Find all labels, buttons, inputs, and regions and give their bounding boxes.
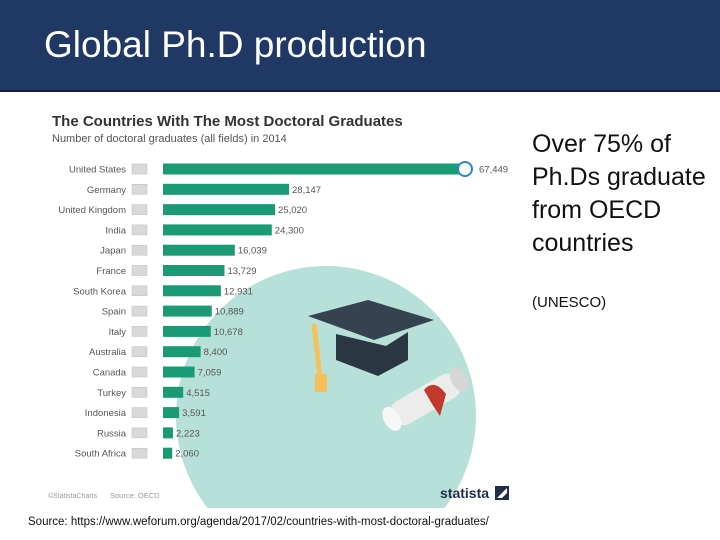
value-label-france: 13,729 <box>227 266 256 277</box>
category-label-south-korea: South Korea <box>73 286 127 297</box>
title-bar: Global Ph.D production <box>0 0 720 92</box>
value-label-australia: 8,400 <box>204 347 228 358</box>
flag-icon-south-africa <box>131 447 148 459</box>
top-rank-badge-icon <box>457 161 473 177</box>
flag-icon-spain <box>131 305 148 317</box>
bar-spain <box>163 305 212 317</box>
category-label-japan: Japan <box>100 246 126 257</box>
flag-icon-united-states <box>131 163 148 175</box>
flag-icon-south-korea <box>131 285 148 297</box>
chart-copyright: ©StatistaCharts <box>48 492 98 500</box>
bar-russia <box>163 427 173 439</box>
bar-italy <box>163 325 211 337</box>
statista-logo: statista <box>440 485 489 501</box>
category-label-france: France <box>96 266 126 277</box>
flag-icon-russia <box>131 427 148 439</box>
bar-turkey <box>163 386 184 398</box>
value-label-germany: 28,147 <box>292 185 321 196</box>
category-label-south-africa: South Africa <box>75 449 127 460</box>
value-label-canada: 7,059 <box>198 368 222 379</box>
category-label-canada: Canada <box>93 368 127 379</box>
flag-icon-germany <box>131 184 148 195</box>
chart-title: The Countries With The Most Doctoral Gra… <box>52 113 403 130</box>
bar-indonesia <box>163 407 180 419</box>
value-label-turkey: 4,515 <box>186 388 210 399</box>
bar-south-africa <box>163 447 173 459</box>
chart-svg: The Countries With The Most Doctoral Gra… <box>48 113 509 508</box>
chart-source: Source: OECD <box>110 491 160 500</box>
flag-icon-italy <box>131 326 148 337</box>
category-label-united-states: United States <box>69 165 126 176</box>
flag-icon-canada <box>131 366 148 378</box>
value-label-south-korea: 12,931 <box>224 286 253 297</box>
value-label-indonesia: 3,591 <box>182 408 206 419</box>
category-label-spain: Spain <box>102 307 126 318</box>
graduation-cap-icon <box>308 300 434 392</box>
flag-icon-france <box>131 265 148 276</box>
bar-canada <box>163 366 195 378</box>
category-label-russia: Russia <box>97 428 127 439</box>
side-note: (UNESCO) <box>532 294 607 311</box>
value-label-united-kingdom: 25,020 <box>278 205 307 216</box>
bars-layer: United States 67,449 Germany 28,147 United K… <box>58 161 508 460</box>
flag-icon-japan <box>131 244 148 256</box>
category-label-indonesia: Indonesia <box>85 408 127 419</box>
statista-logo-icon <box>495 486 509 500</box>
value-label-japan: 16,039 <box>238 246 267 257</box>
value-label-russia: 2,223 <box>176 428 200 439</box>
value-label-south-africa: 2,060 <box>175 449 199 460</box>
side-statement: Over 75% of Ph.Ds graduate from OECD cou… <box>532 130 706 257</box>
diploma-icon <box>382 367 469 431</box>
category-label-germany: Germany <box>87 185 126 196</box>
flag-icon-united-kingdom <box>131 204 148 215</box>
chart-subtitle: Number of doctoral graduates (all fields… <box>52 133 287 145</box>
bar-united-kingdom <box>163 204 276 216</box>
flag-icon-turkey <box>131 387 148 398</box>
flag-icon-india <box>131 224 148 236</box>
slide-title: Global Ph.D production <box>44 24 427 65</box>
flag-icon-indonesia <box>131 407 148 418</box>
category-label-united-kingdom: United Kingdom <box>58 205 126 216</box>
bar-united-states <box>163 163 465 175</box>
bar-india <box>163 224 272 236</box>
category-label-india: India <box>105 225 126 236</box>
value-label-india: 24,300 <box>275 225 304 236</box>
flag-icon-australia <box>131 346 148 357</box>
bar-france <box>163 265 225 276</box>
value-label-spain: 10,889 <box>215 307 244 318</box>
value-label-united-states: 67,449 <box>479 165 508 176</box>
bar-south-korea <box>163 285 221 297</box>
category-label-australia: Australia <box>89 347 127 358</box>
bar-japan <box>163 244 235 256</box>
category-label-italy: Italy <box>109 327 127 338</box>
bar-germany <box>163 183 290 195</box>
bar-australia <box>163 346 201 358</box>
chart-panel: The Countries With The Most Doctoral Gra… <box>36 98 520 508</box>
category-label-turkey: Turkey <box>97 388 126 399</box>
source-line: Source: https://www.weforum.org/agenda/2… <box>28 516 489 528</box>
value-label-italy: 10,678 <box>214 327 243 338</box>
